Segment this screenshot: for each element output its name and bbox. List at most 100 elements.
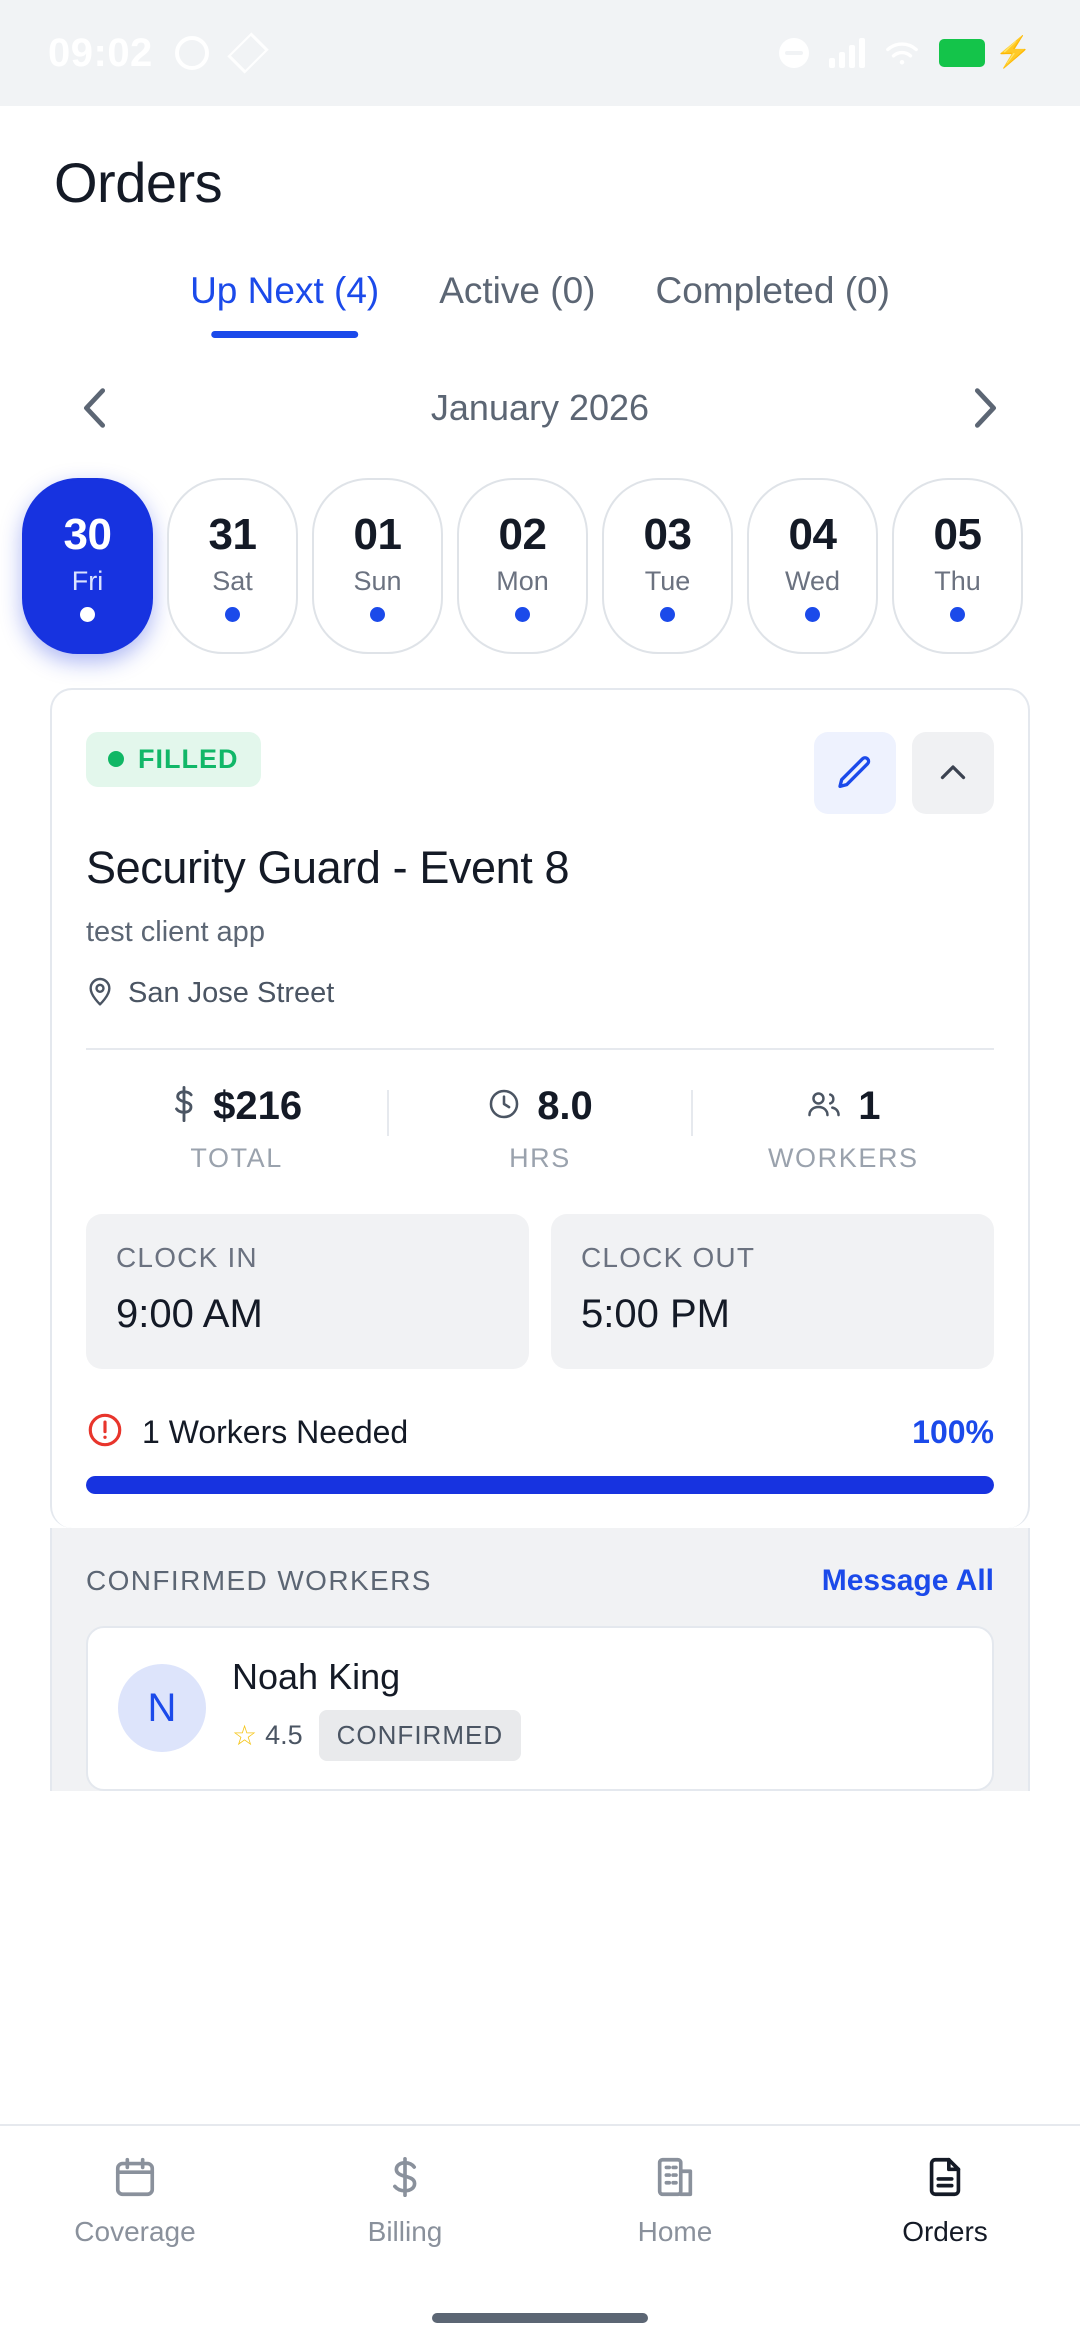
home-indicator — [0, 2296, 1080, 2340]
fill-progress-bar — [86, 1475, 994, 1494]
charging-bolt-icon: ⚡ — [994, 36, 1032, 69]
tab-completed[interactable]: Completed (0) — [655, 270, 889, 338]
day-chip-01[interactable]: 01 Sun — [312, 477, 443, 654]
clock-in-value: 9:00 AM — [116, 1291, 263, 1336]
calendar-icon — [115, 2157, 155, 2197]
clock-out-label: CLOCK OUT — [581, 1241, 756, 1273]
nav-item-home[interactable]: Home — [540, 2154, 810, 2248]
month-label: January 2026 — [430, 386, 650, 428]
loading-ring-icon — [174, 36, 209, 70]
worker-list-item[interactable]: N Noah King ☆ 4.5 CONFIRMED — [86, 1625, 994, 1791]
nav-item-orders[interactable]: Orders — [810, 2154, 1080, 2248]
do-not-disturb-icon — [778, 38, 809, 68]
stat-hours: 8.0 HRS — [389, 1084, 690, 1174]
edit-order-button[interactable] — [814, 731, 896, 814]
order-card-actions — [814, 731, 994, 814]
collapse-order-button[interactable] — [912, 731, 994, 814]
cellular-signal-icon — [828, 38, 865, 68]
nav-item-billing[interactable]: Billing — [270, 2154, 540, 2248]
stat-total: $216 TOTAL — [86, 1084, 387, 1174]
stat-hours-value: 8.0 — [537, 1083, 593, 1128]
worker-subrow: ☆ 4.5 CONFIRMED — [232, 1709, 522, 1761]
nav-label-coverage: Coverage — [74, 2216, 196, 2247]
worker-meta: Noah King ☆ 4.5 CONFIRMED — [232, 1656, 522, 1761]
day-event-dot — [370, 606, 385, 622]
day-number: 31 — [208, 509, 257, 559]
battery-icon — [938, 39, 985, 67]
status-badge-label: FILLED — [138, 743, 239, 774]
nav-label-billing: Billing — [367, 2216, 443, 2247]
order-card[interactable]: FILLED — [50, 687, 1030, 1528]
tab-active-label: Active (0) — [439, 269, 596, 311]
tab-up-next[interactable]: Up Next (4) — [190, 270, 379, 338]
star-icon: ☆ — [232, 1719, 258, 1751]
stat-separator — [690, 1089, 693, 1136]
workers-needed-text: 1 Workers Needed — [142, 1413, 409, 1450]
day-name: Thu — [934, 565, 981, 596]
status-bar: 09:02 ⚡ — [0, 0, 1080, 106]
order-location-row: San Jose Street — [86, 975, 994, 1012]
nav-item-coverage[interactable]: Coverage — [0, 2154, 270, 2248]
day-chip-04[interactable]: 04 Wed — [747, 477, 878, 654]
dollar-icon — [393, 2156, 417, 2198]
order-location: San Jose Street — [128, 976, 335, 1009]
day-chip-03[interactable]: 03 Tue — [602, 477, 733, 654]
status-badge: FILLED — [86, 731, 261, 787]
day-number: 03 — [643, 509, 692, 559]
card-divider — [86, 1047, 994, 1050]
day-name: Fri — [71, 565, 104, 596]
day-name: Sat — [212, 565, 253, 596]
orders-tab-bar: Up Next (4) Active (0) Completed (0) — [0, 213, 1080, 338]
stat-separator — [387, 1089, 390, 1136]
date-strip[interactable]: 30 Fri 31 Sat 01 Sun 02 Mon 03 Tue 04 We… — [0, 431, 1080, 688]
confirmed-workers-title: CONFIRMED WORKERS — [86, 1564, 432, 1596]
day-event-dot — [805, 606, 820, 622]
day-chip-31[interactable]: 31 Sat — [167, 477, 298, 654]
day-event-dot — [225, 606, 240, 622]
stat-total-label: TOTAL — [190, 1142, 283, 1173]
day-chip-30[interactable]: 30 Fri — [22, 477, 153, 654]
stat-workers-label: WORKERS — [767, 1142, 919, 1173]
building-icon — [657, 2157, 693, 2197]
stat-workers-value: 1 — [858, 1083, 881, 1128]
day-event-dot — [660, 606, 675, 622]
stat-hours-top: 8.0 — [487, 1084, 593, 1129]
page-title: Orders — [54, 151, 223, 214]
confirmed-workers-section: CONFIRMED WORKERS Message All N Noah Kin… — [50, 1527, 1030, 1791]
day-number: 05 — [933, 509, 982, 559]
day-chip-05[interactable]: 05 Thu — [892, 477, 1023, 654]
wifi-icon — [885, 38, 919, 68]
workers-needed-row: 1 Workers Needed 100% — [86, 1411, 994, 1454]
stat-total-value: $216 — [213, 1083, 303, 1128]
avatar: N — [118, 1664, 206, 1753]
nav-label-home: Home — [637, 2216, 713, 2247]
workers-needed-left: 1 Workers Needed — [86, 1411, 408, 1454]
tab-up-next-label: Up Next (4) — [190, 269, 380, 311]
stat-hours-label: HRS — [509, 1142, 571, 1173]
stat-total-top: $216 — [171, 1084, 302, 1129]
day-event-dot — [515, 606, 530, 622]
clock-out-value: 5:00 PM — [581, 1291, 730, 1336]
order-title: Security Guard - Event 8 — [86, 841, 570, 893]
day-name: Sun — [353, 565, 402, 596]
nav-label-orders: Orders — [902, 2216, 988, 2247]
message-all-button[interactable]: Message All — [821, 1563, 994, 1597]
clock-in-box: CLOCK IN 9:00 AM — [86, 1213, 529, 1369]
worker-status-chip: CONFIRMED — [318, 1709, 522, 1761]
clock-icon — [487, 1087, 521, 1126]
status-time: 09:02 — [48, 30, 153, 75]
location-pin-icon — [86, 975, 114, 1012]
day-chip-02[interactable]: 02 Mon — [457, 477, 588, 654]
tab-active[interactable]: Active (0) — [439, 270, 595, 338]
bottom-navigation: Coverage Billing Home Orders — [0, 2124, 1080, 2296]
day-number: 01 — [353, 509, 402, 559]
day-number: 30 — [63, 509, 112, 559]
chevron-right-icon[interactable] — [962, 384, 1010, 432]
diamond-app-icon — [227, 32, 269, 74]
order-client: test client app — [86, 915, 265, 948]
stat-workers: 1 WORKERS — [693, 1084, 994, 1174]
clock-row: CLOCK IN 9:00 AM CLOCK OUT 5:00 PM — [86, 1213, 994, 1369]
dollar-icon — [171, 1085, 197, 1128]
chevron-left-icon[interactable] — [70, 384, 118, 432]
fill-progress-value — [86, 1475, 994, 1494]
